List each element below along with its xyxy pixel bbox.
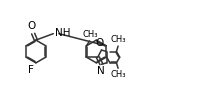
Text: O: O <box>27 21 35 31</box>
Text: CH₃: CH₃ <box>110 35 126 44</box>
Text: O: O <box>95 38 103 48</box>
Text: NH: NH <box>55 28 71 38</box>
Text: CH₃: CH₃ <box>82 30 97 39</box>
Text: F: F <box>28 65 33 75</box>
Text: CH₃: CH₃ <box>110 70 126 79</box>
Text: N: N <box>96 67 104 77</box>
